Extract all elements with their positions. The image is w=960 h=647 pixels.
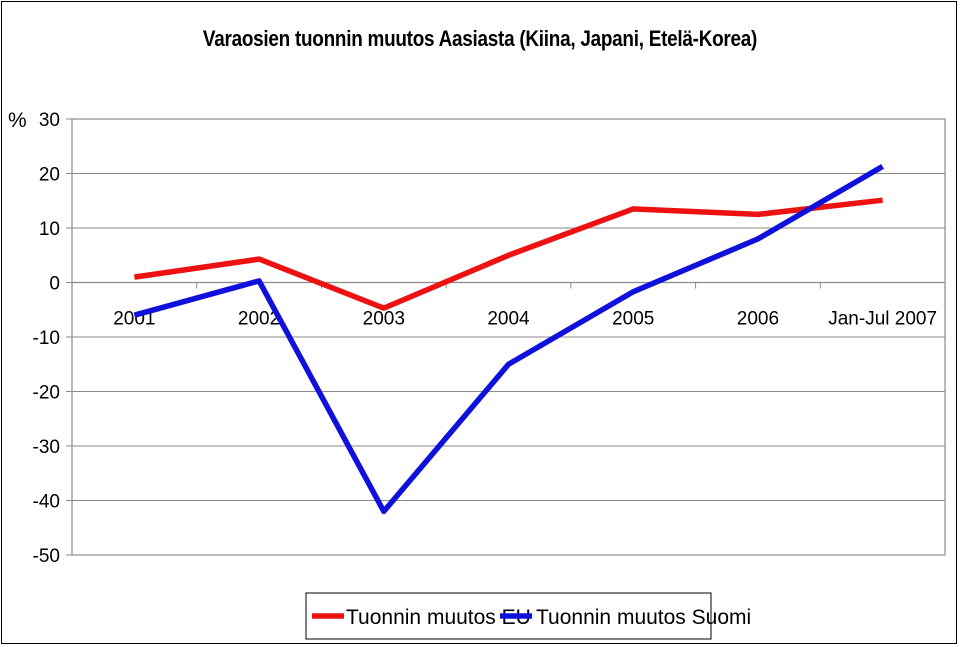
- x-tick-label: 2005: [612, 309, 654, 330]
- x-tick-label: Jan-Jul 2007: [828, 309, 937, 330]
- x-tick-label: 2003: [363, 309, 405, 330]
- legend-label: Tuonnin muutos EU: [346, 606, 531, 629]
- series-line-1: [134, 197, 883, 311]
- y-tick-label: -20: [33, 383, 60, 404]
- y-tick-label: -50: [33, 546, 60, 567]
- y-axis-label: %: [8, 109, 27, 132]
- legend-label: Tuonnin muutos Suomi: [536, 606, 751, 629]
- plot-area: [71, 118, 946, 556]
- y-tick-label: -30: [33, 437, 60, 458]
- legend: Tuonnin muutos EU Tuonnin muutos Suomi: [305, 592, 751, 640]
- y-tick-label: 10: [39, 219, 60, 240]
- series-line-2: [133, 164, 884, 515]
- y-tick-label: 0: [49, 274, 60, 295]
- x-tick-label: 2004: [487, 309, 530, 330]
- y-tick-label: -10: [33, 328, 60, 349]
- y-tick-label: 20: [39, 165, 60, 186]
- x-tick-label: 2002: [238, 309, 280, 330]
- y-tick-label: 30: [39, 110, 60, 131]
- chart-title: Varaosien tuonnin muutos Aasiasta (Kiina…: [202, 26, 758, 51]
- y-tick-label: -40: [33, 492, 60, 513]
- x-tick-label: 2006: [737, 309, 779, 330]
